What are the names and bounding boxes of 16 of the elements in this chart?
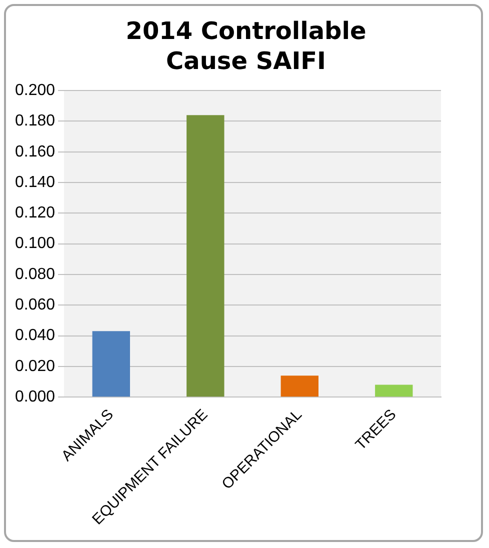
- y-tick-label: 0.080: [14, 266, 56, 283]
- y-tick-label: 0.000: [14, 388, 56, 406]
- bar: [92, 331, 130, 397]
- y-tick-label: 0.060: [14, 296, 56, 314]
- bar: [375, 384, 413, 397]
- y-tick-label: 0.200: [14, 82, 56, 100]
- y-tick-label: 0.040: [14, 327, 56, 344]
- y-tick-label: 0.020: [14, 358, 56, 375]
- y-tick-label: 0.100: [14, 235, 56, 252]
- bar: [186, 115, 224, 397]
- y-tick-label: 0.120: [14, 204, 56, 222]
- chart-title: 2014 Controllable Cause SAIFI: [124, 16, 368, 76]
- y-tick-label: 0.160: [14, 143, 56, 160]
- y-tick-label: 0.140: [14, 174, 56, 191]
- y-tick-label: 0.180: [14, 112, 56, 130]
- bar: [280, 376, 318, 397]
